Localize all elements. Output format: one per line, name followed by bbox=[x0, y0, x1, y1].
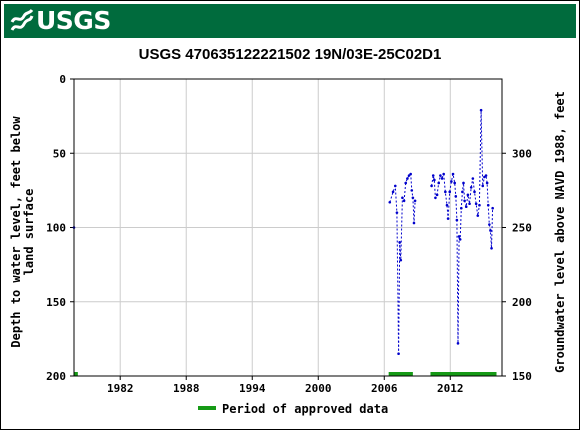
data-point bbox=[397, 352, 400, 356]
data-point bbox=[490, 246, 493, 250]
data-point bbox=[453, 181, 456, 185]
y-axis-left-label-line: Depth to water level, feet below bbox=[9, 116, 23, 348]
data-point bbox=[388, 200, 392, 204]
data-point bbox=[437, 181, 441, 185]
data-point bbox=[399, 258, 403, 262]
data-point bbox=[479, 108, 483, 112]
data-point bbox=[439, 174, 442, 177]
data-point bbox=[458, 238, 462, 241]
usgs-logo-text: USGS bbox=[36, 6, 111, 35]
data-point bbox=[456, 342, 460, 345]
data-point bbox=[442, 172, 445, 176]
approved-periods bbox=[74, 372, 497, 376]
data-point bbox=[489, 229, 492, 232]
data-point bbox=[457, 235, 461, 238]
data-point bbox=[469, 186, 473, 189]
x-tick-label: 1982 bbox=[107, 382, 134, 395]
y-left-tick-label: 150 bbox=[46, 296, 66, 309]
data-point bbox=[402, 199, 406, 203]
data-point bbox=[473, 190, 476, 194]
x-tick-label: 1988 bbox=[173, 382, 200, 395]
y-axis-right-label: Groundwater level above NAVD 1988, feet bbox=[553, 91, 567, 373]
data-point bbox=[401, 196, 404, 200]
y-axis-left-label: Depth to water level, feet belowland sur… bbox=[9, 116, 36, 348]
data-point bbox=[406, 177, 409, 180]
data-point bbox=[391, 190, 395, 194]
data-point bbox=[466, 193, 470, 197]
data-point bbox=[476, 214, 480, 217]
data-point bbox=[461, 190, 464, 194]
data-series bbox=[72, 108, 494, 356]
data-point bbox=[446, 217, 450, 220]
data-point bbox=[483, 175, 486, 179]
data-point bbox=[451, 172, 455, 176]
data-point bbox=[478, 203, 481, 207]
x-tick-label: 2012 bbox=[437, 382, 464, 395]
data-point bbox=[398, 241, 401, 244]
axis-labels: 1982 1988 1994 2000 2006 2012 0 50 100 150 200 300 2… bbox=[46, 73, 532, 395]
data-point bbox=[485, 181, 489, 185]
x-tick-label: 1994 bbox=[239, 382, 266, 395]
approved-period-bar bbox=[430, 372, 497, 376]
data-point bbox=[412, 221, 416, 225]
y-right-tick-label: 200 bbox=[512, 296, 532, 309]
data-point bbox=[393, 184, 397, 188]
data-point bbox=[484, 174, 488, 177]
data-point bbox=[407, 174, 411, 177]
y-right-tick-label: 250 bbox=[512, 222, 532, 235]
data-point bbox=[409, 172, 412, 176]
data-point bbox=[488, 223, 491, 226]
data-point bbox=[413, 199, 417, 203]
usgs-wave-icon bbox=[10, 9, 34, 31]
data-point bbox=[474, 202, 478, 206]
series-line bbox=[389, 110, 494, 354]
data-point bbox=[448, 190, 452, 194]
data-point bbox=[431, 174, 435, 177]
usgs-banner: USGS bbox=[4, 4, 576, 38]
y-right-tick-label: 150 bbox=[512, 370, 532, 383]
data-point bbox=[440, 177, 444, 180]
chart-title: USGS 470635122221502 19N/03E-25C02D1 bbox=[139, 46, 442, 63]
x-tick-label: 2000 bbox=[305, 382, 332, 395]
data-point bbox=[430, 184, 433, 188]
data-point bbox=[445, 203, 449, 207]
data-point bbox=[468, 202, 471, 206]
legend-swatch bbox=[198, 406, 216, 410]
approved-period-bar bbox=[388, 372, 413, 376]
data-point bbox=[450, 180, 453, 183]
data-point bbox=[455, 218, 459, 222]
data-point bbox=[464, 205, 468, 209]
data-point bbox=[410, 189, 414, 192]
plot-area bbox=[73, 78, 503, 377]
x-tick-label: 2006 bbox=[371, 382, 398, 395]
y-left-tick-label: 0 bbox=[59, 73, 66, 86]
data-point bbox=[444, 190, 447, 194]
data-point bbox=[459, 206, 463, 210]
y-right-tick-label: 300 bbox=[512, 147, 532, 160]
data-point bbox=[486, 203, 490, 207]
legend-label: Period of approved data bbox=[222, 402, 388, 416]
y-left-tick-label: 100 bbox=[46, 222, 66, 235]
data-point bbox=[471, 177, 475, 180]
data-point bbox=[454, 195, 458, 198]
data-point bbox=[433, 178, 436, 182]
data-point bbox=[462, 181, 465, 185]
y-left-tick-label: 50 bbox=[53, 147, 66, 160]
data-point bbox=[481, 184, 485, 188]
data-point bbox=[411, 196, 415, 200]
data-point bbox=[463, 199, 466, 203]
data-point bbox=[395, 211, 399, 214]
legend: Period of approved data bbox=[198, 402, 388, 416]
y-axis-left-label-line: land surface bbox=[22, 189, 36, 276]
data-point bbox=[404, 181, 408, 185]
data-point bbox=[491, 206, 494, 210]
grid-lines bbox=[70, 78, 506, 380]
data-point bbox=[435, 193, 439, 197]
approved-period-bar bbox=[74, 372, 78, 376]
data-point bbox=[434, 196, 437, 200]
y-left-tick-label: 200 bbox=[46, 370, 66, 383]
